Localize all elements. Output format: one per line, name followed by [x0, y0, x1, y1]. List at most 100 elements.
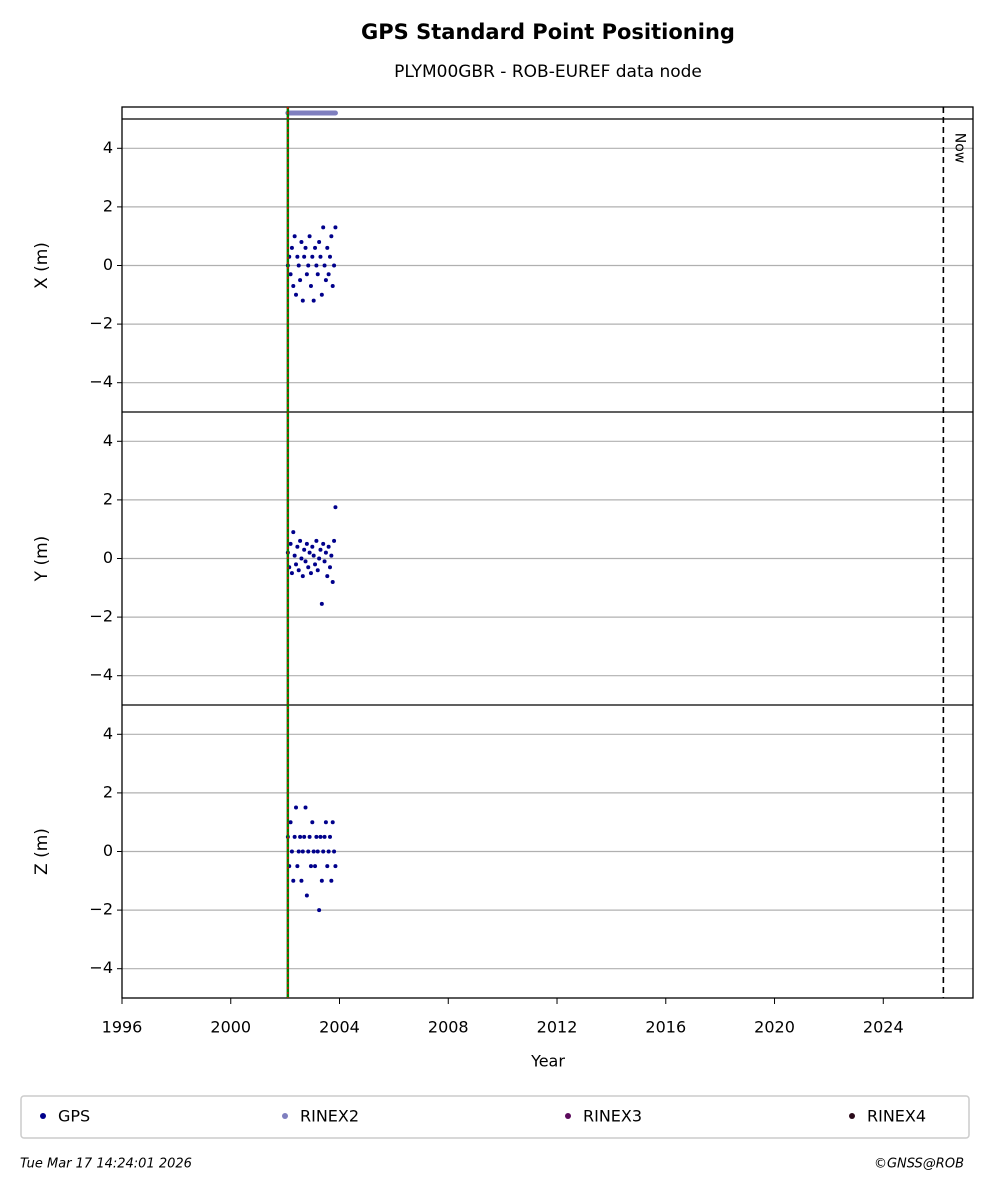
gps-point: [288, 820, 293, 825]
gps-point: [289, 571, 294, 576]
gps-point: [326, 849, 331, 854]
y-axis-label: Z (m): [32, 828, 52, 875]
gps-point: [291, 878, 296, 883]
y-axis-label: X (m): [32, 242, 52, 289]
gps-point: [289, 849, 294, 854]
y-tick-label: 4: [103, 724, 113, 743]
gps-point: [304, 272, 309, 277]
gps-point: [292, 234, 297, 239]
y-tick-label: −4: [89, 372, 113, 391]
gps-point: [310, 820, 315, 825]
gps-point: [311, 849, 316, 854]
gps-point: [314, 538, 319, 543]
gps-point: [319, 292, 324, 297]
gps-point: [298, 538, 303, 543]
gps-point: [315, 272, 320, 277]
gps-point: [322, 559, 327, 564]
gps-point: [327, 254, 332, 259]
gps-point: [332, 849, 337, 854]
x-tick-label: 2000: [210, 1018, 251, 1037]
gps-point: [333, 505, 338, 510]
gps-point: [317, 908, 322, 913]
legend-marker: [40, 1113, 46, 1119]
gps-point: [295, 544, 300, 549]
gps-point: [332, 538, 337, 543]
chart-title: GPS Standard Point Positioning: [361, 20, 735, 44]
x-tick-label: 1996: [102, 1018, 143, 1037]
gps-point: [296, 263, 301, 268]
gps-point: [292, 553, 297, 558]
gps-point: [311, 298, 316, 303]
legend-label: RINEX4: [867, 1107, 926, 1126]
gps-point: [318, 254, 323, 259]
gps-point: [323, 278, 328, 283]
gps-point: [303, 245, 308, 250]
gps-point: [304, 541, 309, 546]
y-tick-label: −4: [89, 665, 113, 684]
gps-point: [291, 530, 296, 535]
legend-label: RINEX2: [300, 1107, 359, 1126]
gps-point: [330, 579, 335, 584]
gps-point: [326, 272, 331, 277]
gps-point: [314, 834, 319, 839]
y-tick-label: 2: [103, 782, 113, 801]
gps-point: [322, 834, 327, 839]
gps-point: [323, 820, 328, 825]
y-tick-label: 2: [103, 196, 113, 215]
gps-point: [318, 547, 323, 552]
gps-point: [321, 225, 326, 230]
gps-point: [298, 278, 303, 283]
gps-point: [315, 849, 320, 854]
gps-point: [329, 878, 334, 883]
gps-point: [294, 562, 299, 567]
legend-label: RINEX3: [583, 1107, 642, 1126]
x-tick-label: 2012: [537, 1018, 578, 1037]
gps-point: [299, 240, 304, 245]
gps-point: [300, 298, 305, 303]
x-tick-label: 2020: [754, 1018, 795, 1037]
gps-point: [294, 805, 299, 810]
x-tick-label: 2008: [428, 1018, 469, 1037]
x-tick-label: 2024: [863, 1018, 904, 1037]
gps-point: [323, 550, 328, 555]
y-tick-label: 0: [103, 548, 113, 567]
gps-point: [321, 541, 326, 546]
y-tick-label: 4: [103, 431, 113, 450]
gps-point: [333, 225, 338, 230]
gps-point: [302, 547, 307, 552]
y-tick-label: 4: [103, 138, 113, 157]
gps-point: [315, 568, 320, 573]
gps-point: [304, 893, 309, 898]
x-tick-label: 2016: [645, 1018, 686, 1037]
gps-point: [288, 541, 293, 546]
gps-point: [327, 834, 332, 839]
gps-point: [329, 553, 334, 558]
gps-point: [313, 245, 318, 250]
gps-point: [307, 234, 312, 239]
gps-point: [289, 245, 294, 250]
gps-point: [288, 272, 293, 277]
plot-frame: [121, 106, 974, 999]
legend-marker: [565, 1113, 571, 1119]
gps-point: [302, 254, 307, 259]
y-axis-label: Y (m): [32, 536, 52, 583]
y-tick-label: −2: [89, 314, 113, 333]
gps-point: [325, 574, 330, 579]
gps-point: [327, 565, 332, 570]
footer-credit: ©GNSS@ROB: [874, 1157, 964, 1172]
gps-point: [307, 550, 312, 555]
gps-point: [300, 849, 305, 854]
legend-label: GPS: [58, 1107, 90, 1126]
gps-point: [298, 834, 303, 839]
gps-point: [317, 556, 322, 561]
gps-point: [313, 562, 318, 567]
gps-point: [306, 263, 311, 268]
gps-point: [330, 284, 335, 289]
chart-subtitle: PLYM00GBR - ROB-EUREF data node: [394, 62, 702, 82]
y-tick-label: −4: [89, 958, 113, 977]
legend-marker: [282, 1113, 288, 1119]
gps-point: [303, 805, 308, 810]
gps-point: [296, 568, 301, 573]
gps-point: [325, 864, 330, 869]
